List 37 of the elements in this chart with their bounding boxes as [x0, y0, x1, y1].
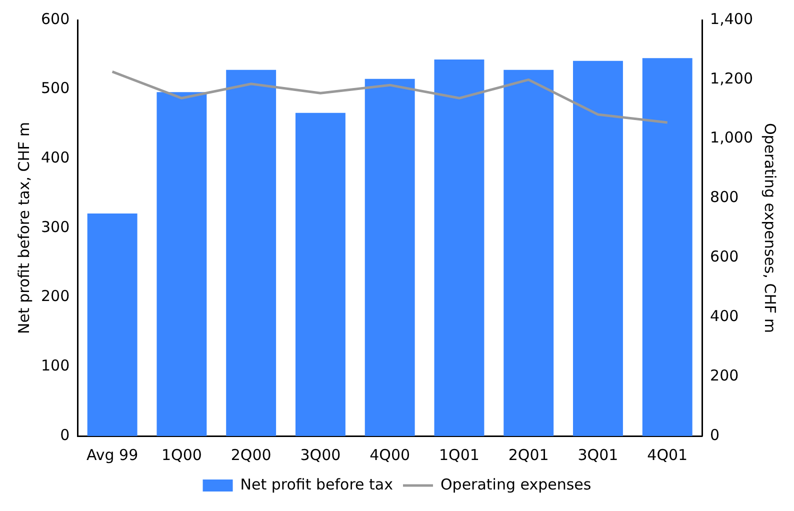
y-tick-label: 500 — [40, 79, 70, 98]
y2-tick-label: 1,000 — [710, 128, 754, 147]
x-tick-label: 3Q00 — [300, 446, 341, 464]
bar — [364, 78, 415, 436]
x-tick-label: 2Q00 — [230, 446, 272, 464]
x-tick-label: 1Q01 — [439, 446, 480, 464]
legend-label: Net profit before tax — [240, 475, 394, 494]
bar — [295, 112, 346, 436]
x-tick-label: 4Q00 — [370, 446, 410, 464]
bar — [87, 213, 138, 436]
y2-tick-label: 200 — [710, 366, 739, 384]
y-tick-label: 400 — [40, 148, 70, 167]
bar — [226, 70, 276, 436]
y2-tick-label: 1,200 — [710, 69, 754, 88]
x-tick-label: 3Q01 — [578, 446, 618, 464]
x-tick-label: 2Q01 — [508, 446, 549, 464]
bar — [434, 60, 484, 436]
legend-label: Operating expenses — [440, 475, 592, 494]
y-tick-label: 300 — [40, 218, 70, 236]
bar — [156, 92, 207, 436]
y2-tick-label: 1,400 — [710, 10, 754, 28]
y2-axis-title: Operating expenses, CHF m — [761, 122, 780, 334]
y-axis-title: Net profit before tax, CHF m — [14, 122, 33, 334]
x-tick-label: 1Q00 — [161, 446, 202, 464]
x-tick-label: Avg 99 — [86, 446, 138, 464]
y2-tick-label: 600 — [710, 248, 739, 266]
y-tick-label: 600 — [40, 10, 70, 28]
y-tick-label: 200 — [40, 287, 70, 306]
y-tick-label: 100 — [40, 356, 70, 375]
bar — [573, 60, 623, 436]
x-tick-label: 4Q01 — [647, 446, 688, 464]
bar — [642, 58, 692, 436]
y2-tick-label: 800 — [710, 188, 739, 206]
y2-tick-label: 0 — [710, 426, 720, 444]
bar — [504, 70, 554, 436]
y2-tick-label: 400 — [710, 307, 739, 326]
y-tick-label: 0 — [60, 426, 70, 444]
